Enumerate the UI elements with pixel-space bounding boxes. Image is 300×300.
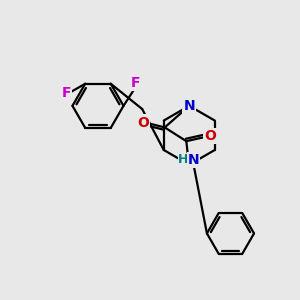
Text: F: F — [62, 85, 71, 100]
Text: O: O — [204, 129, 216, 143]
Text: O: O — [137, 116, 149, 130]
Text: N: N — [183, 99, 195, 113]
Text: F: F — [130, 76, 140, 90]
Text: N: N — [188, 153, 199, 167]
Text: H: H — [178, 153, 189, 166]
